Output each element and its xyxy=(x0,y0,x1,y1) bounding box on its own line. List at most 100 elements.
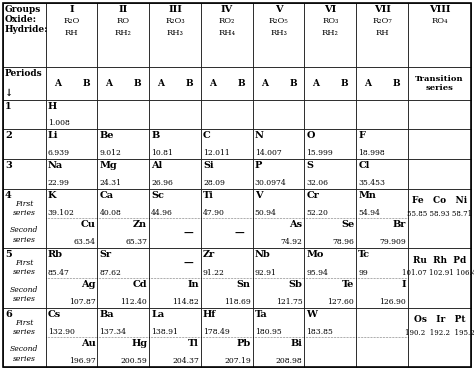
Bar xyxy=(3,3,46,67)
Text: Tl: Tl xyxy=(188,339,199,348)
Text: 127.60: 127.60 xyxy=(328,297,354,306)
Text: C: C xyxy=(203,131,211,140)
Bar xyxy=(408,159,471,189)
Text: RH₃: RH₃ xyxy=(270,29,287,37)
Bar xyxy=(98,159,149,189)
Bar xyxy=(98,67,149,100)
Text: 9.012: 9.012 xyxy=(100,149,121,157)
Bar xyxy=(253,67,304,100)
Bar xyxy=(149,159,201,189)
Text: VII: VII xyxy=(374,5,391,14)
Text: 91.22: 91.22 xyxy=(203,269,225,277)
Text: RO: RO xyxy=(117,17,130,25)
Bar xyxy=(98,248,149,307)
Text: 30.0974: 30.0974 xyxy=(255,179,286,187)
Text: 92.91: 92.91 xyxy=(255,269,277,277)
Text: 79.909: 79.909 xyxy=(379,238,406,246)
Text: 47.90: 47.90 xyxy=(203,209,225,218)
Text: 63.54: 63.54 xyxy=(73,238,95,246)
Text: ↓: ↓ xyxy=(5,88,13,98)
Bar xyxy=(149,307,201,367)
Text: 5: 5 xyxy=(5,250,12,259)
Bar xyxy=(201,189,253,248)
Bar xyxy=(408,307,471,367)
Bar xyxy=(408,189,471,248)
Bar xyxy=(304,159,356,189)
Text: 14.007: 14.007 xyxy=(255,149,282,157)
Text: 126.90: 126.90 xyxy=(379,297,406,306)
Text: RH: RH xyxy=(375,29,389,37)
Bar xyxy=(408,100,471,129)
Text: R₂O₃: R₂O₃ xyxy=(165,17,185,25)
Bar xyxy=(356,100,408,129)
Text: F: F xyxy=(358,131,365,140)
Bar xyxy=(356,307,408,367)
Bar xyxy=(46,100,98,129)
Text: 208.98: 208.98 xyxy=(276,357,302,365)
Text: Br: Br xyxy=(392,221,406,229)
Bar xyxy=(304,307,356,367)
Bar xyxy=(3,67,46,100)
Bar xyxy=(356,3,408,67)
Text: V: V xyxy=(275,5,283,14)
Text: 137.34: 137.34 xyxy=(100,328,127,336)
Text: Second
series: Second series xyxy=(10,345,38,363)
Text: 44.96: 44.96 xyxy=(151,209,173,218)
Text: Sc: Sc xyxy=(151,191,164,200)
Bar xyxy=(356,189,408,248)
Bar xyxy=(3,307,46,367)
Bar xyxy=(149,129,201,159)
Text: First
series: First series xyxy=(13,259,36,276)
Bar xyxy=(304,189,356,248)
Text: Be: Be xyxy=(100,131,114,140)
Text: Hg: Hg xyxy=(131,339,147,348)
Text: 18.998: 18.998 xyxy=(358,149,385,157)
Text: First
series: First series xyxy=(13,319,36,336)
Bar xyxy=(201,159,253,189)
Text: B: B xyxy=(237,79,245,88)
Text: N: N xyxy=(255,131,264,140)
Text: Au: Au xyxy=(81,339,95,348)
Text: —: — xyxy=(235,229,245,238)
Text: 22.99: 22.99 xyxy=(48,179,70,187)
Text: Si: Si xyxy=(203,161,214,170)
Bar xyxy=(98,129,149,159)
Bar xyxy=(201,100,253,129)
Text: RO₄: RO₄ xyxy=(431,17,448,25)
Bar xyxy=(253,3,304,67)
Text: 138.91: 138.91 xyxy=(151,328,178,336)
Bar xyxy=(3,129,46,159)
Text: VIII: VIII xyxy=(429,5,450,14)
Text: 196.97: 196.97 xyxy=(69,357,95,365)
Text: 204.37: 204.37 xyxy=(172,357,199,365)
Text: 178.49: 178.49 xyxy=(203,328,230,336)
Bar xyxy=(46,189,98,248)
Bar xyxy=(149,67,201,100)
Text: Te: Te xyxy=(342,280,354,289)
Text: B: B xyxy=(341,79,349,88)
Bar xyxy=(149,189,201,248)
Bar xyxy=(253,100,304,129)
Bar xyxy=(46,67,98,100)
Text: Li: Li xyxy=(48,131,58,140)
Bar xyxy=(3,248,46,307)
Text: P: P xyxy=(255,161,262,170)
Text: Cs: Cs xyxy=(48,310,61,319)
Text: Nb: Nb xyxy=(255,250,271,259)
Bar xyxy=(253,159,304,189)
Text: 87.62: 87.62 xyxy=(100,269,121,277)
Bar xyxy=(201,67,253,100)
Text: B: B xyxy=(289,79,297,88)
Bar xyxy=(46,248,98,307)
Text: 74.92: 74.92 xyxy=(281,238,302,246)
Text: Groups: Groups xyxy=(5,5,41,14)
Text: 54.94: 54.94 xyxy=(358,209,380,218)
Text: 190.2  192.2  195.2: 190.2 192.2 195.2 xyxy=(405,329,474,337)
Text: 207.19: 207.19 xyxy=(224,357,251,365)
Text: First
series: First series xyxy=(13,200,36,217)
Text: Tc: Tc xyxy=(358,250,370,259)
Bar xyxy=(356,248,408,307)
Text: B: B xyxy=(82,79,90,88)
Text: Cd: Cd xyxy=(133,280,147,289)
Text: Ti: Ti xyxy=(203,191,214,200)
